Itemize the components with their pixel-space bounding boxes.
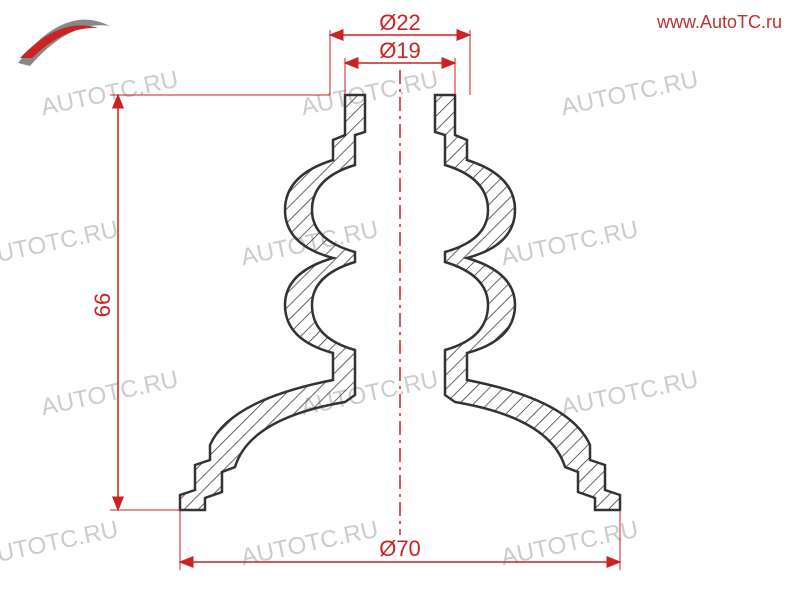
technical-drawing-svg: Ø22 Ø19 66 Ø70: [0, 0, 800, 600]
dim-height: 66: [90, 293, 115, 317]
drawing-canvas: AUTOTC.RU AUTOTC.RU AUTOTC.RU AUTOTC.RU …: [0, 0, 800, 600]
dim-top-inner: Ø19: [379, 38, 421, 63]
boot-section-left: [180, 95, 365, 510]
boot-section-right: [435, 95, 620, 510]
brand-logo: [10, 8, 120, 78]
dim-bottom: Ø70: [379, 536, 421, 561]
source-url: www.AutoTC.ru: [657, 12, 782, 33]
dim-top-outer: Ø22: [379, 10, 421, 35]
